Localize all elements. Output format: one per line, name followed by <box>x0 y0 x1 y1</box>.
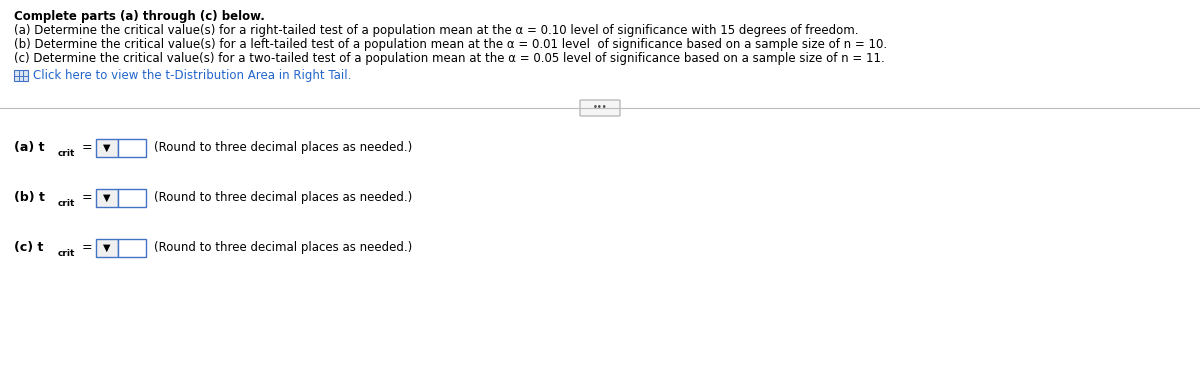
Text: =: = <box>82 141 92 155</box>
FancyBboxPatch shape <box>14 70 28 81</box>
Text: (Round to three decimal places as needed.): (Round to three decimal places as needed… <box>154 242 413 254</box>
Text: (c) t: (c) t <box>14 242 43 254</box>
Text: crit: crit <box>58 200 76 209</box>
FancyBboxPatch shape <box>118 189 146 207</box>
Text: Click here to view the t-Distribution Area in Right Tail.: Click here to view the t-Distribution Ar… <box>34 69 352 82</box>
Text: Complete parts (a) through (c) below.: Complete parts (a) through (c) below. <box>14 10 265 23</box>
Text: crit: crit <box>58 249 76 259</box>
FancyBboxPatch shape <box>96 239 118 257</box>
FancyBboxPatch shape <box>96 139 118 157</box>
Text: (c) Determine the critical value(s) for a two-tailed test of a population mean a: (c) Determine the critical value(s) for … <box>14 52 884 65</box>
Text: (a) t: (a) t <box>14 141 44 155</box>
Text: (b) t: (b) t <box>14 192 44 204</box>
FancyBboxPatch shape <box>96 189 118 207</box>
Text: ▼: ▼ <box>103 193 110 203</box>
Text: (Round to three decimal places as needed.): (Round to three decimal places as needed… <box>154 192 413 204</box>
Text: =: = <box>82 242 92 254</box>
Text: (a) Determine the critical value(s) for a right-tailed test of a population mean: (a) Determine the critical value(s) for … <box>14 24 858 37</box>
Text: (Round to three decimal places as needed.): (Round to three decimal places as needed… <box>154 141 413 155</box>
Text: crit: crit <box>58 150 76 158</box>
FancyBboxPatch shape <box>118 139 146 157</box>
FancyBboxPatch shape <box>580 100 620 116</box>
Text: (b) Determine the critical value(s) for a left-tailed test of a population mean : (b) Determine the critical value(s) for … <box>14 38 887 51</box>
FancyBboxPatch shape <box>118 239 146 257</box>
Text: ▼: ▼ <box>103 243 110 253</box>
Text: •••: ••• <box>593 104 607 113</box>
Text: ▼: ▼ <box>103 143 110 153</box>
Text: =: = <box>82 192 92 204</box>
